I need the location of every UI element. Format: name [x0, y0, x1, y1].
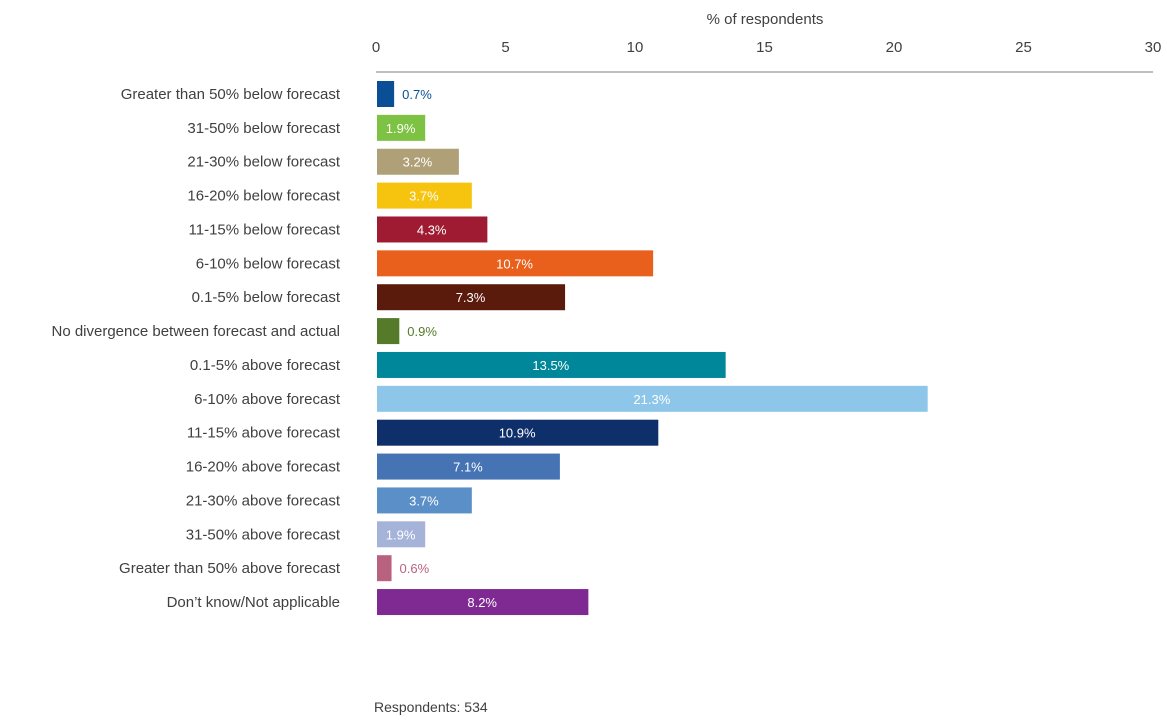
bar-value-label: 8.2%: [467, 595, 497, 610]
bar-value-label: 7.3%: [456, 290, 486, 305]
bar-value-label: 10.9%: [499, 426, 536, 441]
x-axis-ticks: 0 5 10 15 20 25 30: [372, 39, 1162, 56]
bar: [377, 81, 395, 107]
bar-value-label: 21.3%: [633, 392, 670, 407]
bar: [377, 182, 472, 209]
bar: [377, 521, 426, 548]
x-tick-label: 15: [756, 39, 773, 56]
bar: [377, 318, 400, 345]
x-tick-label: 25: [1015, 39, 1032, 56]
bar: [377, 114, 426, 141]
category-label: 16-20% above forecast: [186, 459, 341, 476]
category-label: 6-10% below forecast: [196, 255, 341, 272]
bar: [377, 284, 566, 311]
category-label: Greater than 50% above forecast: [119, 560, 341, 577]
bar: [377, 351, 726, 378]
bar-value-labels: 0.7% 1.9% 3.2% 3.7% 4.3% 10.7% 7.3% 0.9% 13.5% 21…: [386, 87, 671, 610]
bar-value-label: 1.9%: [386, 527, 416, 542]
respondents-footnote: Respondents: 534: [374, 699, 488, 715]
bar-value-label: 13.5%: [532, 358, 569, 373]
bar-value-label: 7.1%: [453, 460, 483, 475]
bar-value-label: 3.7%: [409, 493, 439, 508]
category-label: 21-30% above forecast: [186, 492, 341, 509]
bar: [377, 589, 589, 616]
bar: [377, 419, 659, 446]
bar-value-label: 1.9%: [386, 121, 416, 136]
bar-value-label: 4.3%: [417, 222, 447, 237]
category-label: 0.1-5% above forecast: [190, 357, 341, 374]
category-label: 21-30% below forecast: [187, 154, 340, 171]
x-tick-label: 20: [886, 39, 903, 56]
category-label: Greater than 50% below forecast: [121, 86, 341, 103]
x-axis-title: % of respondents: [707, 11, 824, 28]
bar-value-label: 0.6%: [400, 561, 430, 576]
category-label: No divergence between forecast and actua…: [51, 323, 340, 340]
category-label: Don’t know/Not applicable: [167, 594, 340, 611]
bar-value-label: 3.7%: [409, 189, 439, 204]
category-label: 16-20% below forecast: [187, 188, 340, 205]
bar: [377, 148, 459, 175]
bar: [377, 555, 392, 582]
category-label: 0.1-5% below forecast: [192, 289, 341, 306]
category-label: 11-15% below forecast: [189, 221, 341, 238]
x-tick-label: 0: [372, 39, 380, 56]
bar-value-label: 0.9%: [407, 324, 437, 339]
bar: [377, 385, 928, 412]
category-label: 6-10% above forecast: [194, 391, 341, 408]
bar: [377, 250, 654, 277]
bar: [377, 487, 472, 514]
category-label: 31-50% below forecast: [187, 120, 340, 137]
category-label: 11-15% above forecast: [187, 425, 341, 442]
bar-value-label: 10.7%: [496, 256, 533, 271]
bars: [377, 81, 928, 616]
bar-value-label: 3.2%: [403, 155, 433, 170]
x-tick-label: 10: [627, 39, 644, 56]
category-label: 31-50% above forecast: [186, 526, 341, 543]
bar: [377, 216, 488, 243]
bar: [377, 453, 560, 480]
category-labels: Greater than 50% below forecast 31-50% be…: [51, 86, 340, 611]
x-tick-label: 30: [1145, 39, 1162, 56]
x-tick-label: 5: [501, 39, 509, 56]
bar-value-label: 0.7%: [402, 87, 432, 102]
